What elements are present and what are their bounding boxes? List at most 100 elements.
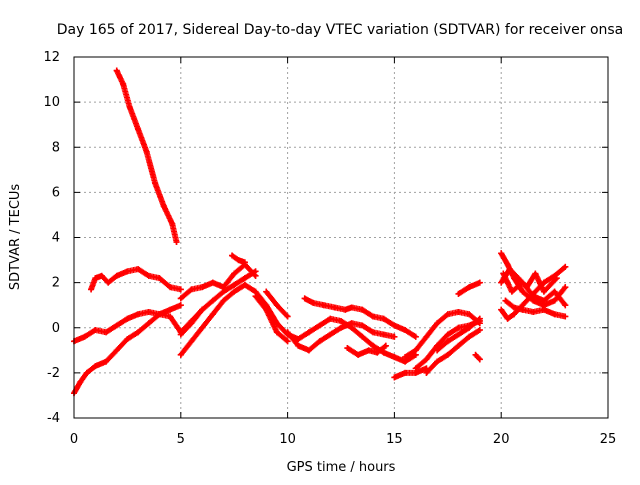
series-arc-10	[263, 288, 291, 320]
data-point	[434, 320, 441, 327]
data-point	[523, 284, 530, 291]
data-point	[359, 322, 366, 329]
data-point	[466, 284, 473, 291]
data-point	[145, 308, 152, 315]
data-point	[235, 257, 242, 264]
data-point	[551, 288, 558, 295]
data-point	[273, 329, 280, 336]
data-point	[135, 126, 142, 133]
y-tick-label: -4	[47, 411, 60, 426]
series-arc-14	[391, 365, 430, 381]
data-point	[135, 266, 142, 273]
data-point	[177, 331, 184, 338]
data-point	[402, 327, 409, 334]
data-point	[273, 302, 280, 309]
data-point	[188, 286, 195, 293]
series-arc-8	[229, 252, 248, 266]
data-point	[382, 342, 389, 349]
data-point	[316, 338, 323, 345]
y-tick-label: 0	[52, 321, 60, 336]
data-point	[540, 306, 547, 313]
data-point	[241, 259, 248, 266]
data-point	[370, 329, 377, 336]
data-point	[540, 279, 547, 286]
data-point	[511, 311, 518, 318]
data-point	[402, 369, 409, 376]
data-point	[103, 358, 110, 365]
data-point	[455, 331, 462, 338]
data-point	[391, 374, 398, 381]
data-point	[124, 315, 131, 322]
data-point	[370, 313, 377, 320]
data-point	[540, 297, 547, 304]
chart-title: Day 165 of 2017, Sidereal Day-to-day VTE…	[57, 22, 624, 38]
data-point	[220, 297, 227, 304]
data-point	[391, 354, 398, 361]
data-point	[515, 275, 522, 282]
data-point	[466, 324, 473, 331]
data-point	[81, 333, 88, 340]
data-point	[391, 322, 398, 329]
data-layer	[71, 67, 569, 397]
data-point	[305, 329, 312, 336]
data-point	[320, 302, 327, 309]
series-arc-11	[284, 320, 398, 354]
y-tick-label: 4	[52, 231, 60, 246]
data-point	[167, 313, 174, 320]
data-point	[124, 268, 131, 275]
data-point	[152, 180, 159, 187]
data-point	[105, 279, 112, 286]
data-point	[331, 304, 338, 311]
data-point	[338, 324, 344, 331]
x-axis-label: GPS time / hours	[287, 460, 396, 475]
data-point	[562, 263, 569, 270]
data-point	[145, 272, 152, 279]
data-point	[455, 324, 462, 331]
data-point	[284, 338, 291, 345]
x-tick-label: 25	[600, 432, 617, 447]
data-point	[103, 329, 110, 336]
data-point	[316, 322, 323, 329]
data-point	[476, 327, 483, 334]
data-point	[502, 297, 509, 304]
data-point	[553, 275, 560, 282]
series-arc-12	[301, 295, 419, 340]
data-point	[348, 320, 355, 327]
data-point	[444, 331, 451, 338]
grid	[74, 57, 608, 418]
data-point	[476, 279, 483, 286]
y-tick-label: 2	[52, 276, 60, 291]
data-point	[380, 331, 387, 338]
data-point	[504, 261, 511, 268]
data-point	[143, 148, 150, 155]
data-point	[355, 351, 362, 358]
data-point	[241, 281, 248, 288]
data-point	[209, 297, 216, 304]
y-tick-label: 8	[52, 140, 60, 155]
data-point	[113, 347, 120, 354]
data-point	[370, 342, 377, 349]
data-point	[402, 354, 409, 361]
data-point	[530, 308, 537, 315]
data-point	[167, 284, 174, 291]
data-point	[231, 288, 238, 295]
data-point	[338, 317, 344, 324]
data-point	[120, 81, 127, 88]
data-point	[412, 333, 419, 340]
series-arc-23	[500, 270, 569, 309]
y-tick-label: 6	[52, 185, 60, 200]
data-point	[135, 311, 142, 318]
data-point	[562, 302, 569, 309]
x-tick-label: 0	[70, 432, 78, 447]
data-point	[412, 347, 419, 354]
data-point	[562, 313, 569, 320]
data-point	[498, 279, 505, 286]
series-arc-17	[423, 327, 483, 376]
series-arc-25	[498, 266, 560, 295]
data-point	[455, 308, 462, 315]
x-tick-label: 5	[177, 432, 185, 447]
data-point	[530, 293, 537, 300]
data-point	[348, 304, 355, 311]
series-arc-2	[88, 266, 184, 293]
